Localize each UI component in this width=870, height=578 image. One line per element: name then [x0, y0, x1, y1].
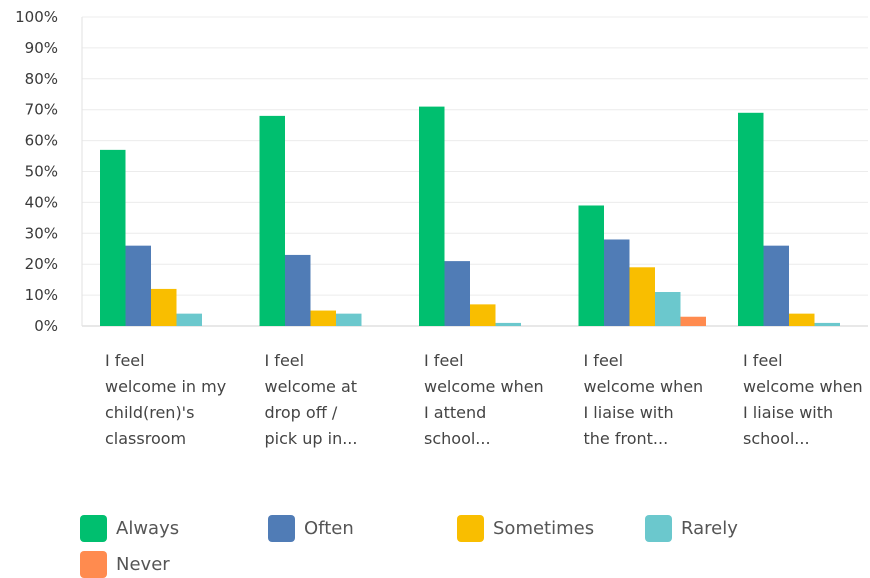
legend-label: Rarely: [681, 518, 738, 539]
x-category-label-line: drop off /: [265, 403, 338, 422]
legend-item-always[interactable]: Always: [80, 515, 179, 542]
bar-often[interactable]: [763, 245, 790, 326]
y-tick-label: 90%: [25, 39, 58, 57]
x-category-label: I feel welcome when I attend school...: [424, 351, 544, 448]
bar-always[interactable]: [419, 106, 445, 326]
x-category-label-line: welcome at: [265, 377, 358, 396]
y-tick-label: 60%: [25, 132, 58, 150]
legend-label: Sometimes: [493, 518, 595, 539]
bar-sometimes[interactable]: [310, 310, 337, 326]
y-tick-label: 0%: [34, 317, 58, 335]
x-category-label-line: welcome when: [743, 377, 863, 396]
bar-never[interactable]: [680, 316, 707, 326]
x-category-label-line: welcome when: [584, 377, 704, 396]
x-category-label-line: child(ren)'s: [105, 403, 194, 422]
x-category-label-line: I feel: [265, 351, 305, 370]
legend-label: Often: [304, 518, 354, 539]
y-tick-label: 40%: [25, 193, 58, 211]
x-category-label-line: classroom: [105, 429, 186, 448]
legend-swatch: [457, 515, 484, 542]
bar-sometimes[interactable]: [629, 267, 656, 326]
x-category-label: I feel welcome at drop off / pick up in...: [265, 351, 358, 448]
y-tick-label: 70%: [25, 101, 58, 119]
bar-sometimes[interactable]: [789, 313, 815, 326]
bar-rarely[interactable]: [336, 313, 362, 326]
bar-rarely[interactable]: [814, 322, 841, 326]
legend-swatch: [268, 515, 295, 542]
legend-item-often[interactable]: Often: [268, 515, 354, 542]
y-tick-label: 20%: [25, 255, 58, 273]
legend-item-sometimes[interactable]: Sometimes: [457, 515, 594, 542]
x-category-label-line: the front...: [584, 429, 669, 448]
legend-swatch: [645, 515, 672, 542]
y-tick-label: 50%: [25, 163, 58, 181]
x-category-label-line: I feel: [424, 351, 464, 370]
x-category-label-line: I attend: [424, 403, 486, 422]
x-category-label-line: I liaise with: [584, 403, 674, 422]
x-category-label-line: school...: [424, 429, 491, 448]
y-tick-label: 30%: [25, 224, 58, 242]
bar-always[interactable]: [100, 149, 126, 326]
x-category-label: I feel welcome when I liaise with the front…: [584, 351, 704, 448]
bar-often[interactable]: [285, 254, 311, 326]
x-category-label: I feel welcome in my child(ren)'s classroom: [105, 351, 226, 448]
bar-rarely[interactable]: [495, 322, 522, 326]
bar-sometimes[interactable]: [151, 288, 177, 326]
x-category-label-line: I feel: [743, 351, 783, 370]
x-category-label: I feel welcome when I liaise with school...: [743, 351, 863, 448]
chart-legend: Always Often Sometimes Rarely Never: [80, 515, 860, 578]
bar-chart: 0% 10% 20% 30% 40% 50% 60% 70% 80% 90% 100% I feel w…: [15, 8, 868, 448]
bar-always[interactable]: [578, 205, 605, 326]
bar-always[interactable]: [259, 115, 286, 326]
x-category-label-line: school...: [743, 429, 810, 448]
x-category-label-line: I feel: [584, 351, 624, 370]
legend-label: Never: [116, 554, 170, 575]
bar-rarely[interactable]: [176, 313, 203, 326]
x-category-label-line: I liaise with: [743, 403, 833, 422]
bar-rarely[interactable]: [655, 292, 681, 326]
legend-label: Always: [116, 518, 180, 539]
y-tick-label: 80%: [25, 70, 58, 88]
bar-often[interactable]: [444, 261, 471, 326]
y-tick-label: 10%: [25, 286, 58, 304]
x-category-label-line: welcome when: [424, 377, 544, 396]
x-category-label-line: welcome in my: [105, 377, 226, 396]
x-category-label-line: I feel: [105, 351, 145, 370]
y-tick-label: 100%: [15, 8, 58, 26]
legend-swatch: [80, 515, 107, 542]
bar-always[interactable]: [738, 112, 764, 326]
x-category-label-line: pick up in...: [265, 429, 358, 448]
bar-often[interactable]: [125, 245, 152, 326]
bar-sometimes[interactable]: [470, 304, 496, 326]
legend-item-rarely[interactable]: Rarely: [645, 515, 738, 542]
bar-often[interactable]: [604, 239, 630, 326]
